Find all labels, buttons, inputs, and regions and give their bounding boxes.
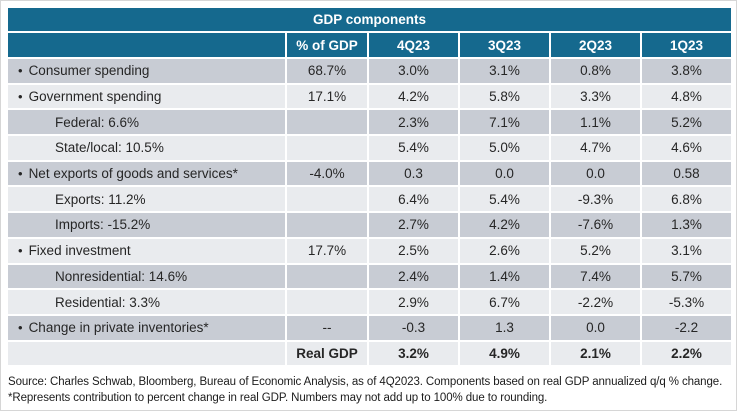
quarter-value-cell: 0.3 [369, 161, 458, 186]
quarter-value-cell: 3.1% [460, 59, 549, 83]
pct-of-gdp-cell [287, 187, 367, 212]
pct-of-gdp-cell: 17.1% [287, 84, 367, 109]
quarter-value-cell: -0.3 [369, 315, 458, 340]
quarter-value-cell: 5.4% [460, 187, 549, 212]
quarter-value-cell: 4.2% [369, 84, 458, 109]
quarter-value-cell: 2.3% [369, 110, 458, 135]
quarter-value-cell: 3.0% [369, 59, 458, 83]
row-label: Consumer spending [28, 63, 150, 79]
row-label: Exports: 11.2% [55, 191, 146, 207]
quarter-value-cell: 2.6% [460, 238, 549, 263]
bullet-icon: • [18, 243, 23, 259]
quarter-value-cell: 3.1% [642, 238, 731, 263]
row-label-cell: State/local: 10.5% [8, 136, 285, 160]
column-header-blank [8, 33, 285, 57]
quarter-value-cell: 2.4% [369, 264, 458, 289]
row-label-cell [8, 341, 285, 366]
quarter-value-cell: -2.2% [551, 290, 640, 314]
quarter-value-cell: 6.8% [642, 187, 731, 212]
quarter-value-cell: 5.8% [460, 84, 549, 109]
pct-of-gdp-cell [287, 290, 367, 314]
quarter-value-cell: 4.8% [642, 84, 731, 109]
quarter-value-cell: 2.1% [551, 341, 640, 366]
quarter-value-cell: 5.4% [369, 136, 458, 160]
quarter-value-cell: 4.6% [642, 136, 731, 160]
row-label: Net exports of goods and services* [28, 166, 238, 182]
quarter-value-cell: 2.7% [369, 213, 458, 237]
column-header: 4Q23 [369, 33, 458, 57]
row-label-cell: • Fixed investment [8, 238, 285, 263]
row-label-cell: Federal: 6.6% [8, 110, 285, 135]
quarter-value-cell: 2.2% [642, 341, 731, 366]
pct-of-gdp-cell [287, 110, 367, 135]
row-label: Imports: -15.2% [55, 217, 151, 233]
row-label-cell: • Net exports of goods and services* [8, 161, 285, 186]
column-header: 2Q23 [551, 33, 640, 57]
quarter-value-cell: -9.3% [551, 187, 640, 212]
pct-of-gdp-cell [287, 264, 367, 289]
pct-of-gdp-cell: 17.7% [287, 238, 367, 263]
quarter-value-cell: 6.7% [460, 290, 549, 314]
quarter-value-cell: 0.0 [551, 315, 640, 340]
source-note: Source: Charles Schwab, Bloomberg, Burea… [8, 376, 723, 404]
row-label-cell: • Change in private inventories* [8, 315, 285, 340]
quarter-value-cell: 5.2% [642, 110, 731, 135]
quarter-value-cell: 2.9% [369, 290, 458, 314]
column-header: % of GDP [287, 33, 367, 57]
quarter-value-cell: 1.3% [642, 213, 731, 237]
quarter-value-cell: 1.4% [460, 264, 549, 289]
pct-of-gdp-cell [287, 213, 367, 237]
row-label-cell: Residential: 3.3% [8, 290, 285, 314]
row-label: Nonresidential: 14.6% [55, 268, 188, 284]
table-title: GDP components [8, 8, 731, 31]
column-header: 3Q23 [460, 33, 549, 57]
quarter-value-cell: 0.0 [551, 161, 640, 186]
row-label-cell: • Government spending [8, 84, 285, 109]
pct-of-gdp-cell: Real GDP [287, 341, 367, 366]
quarter-value-cell: 0.8% [551, 59, 640, 83]
row-label: Government spending [28, 89, 162, 105]
quarter-value-cell: 5.7% [642, 264, 731, 289]
bullet-icon: • [18, 63, 23, 79]
quarter-value-cell: 3.3% [551, 84, 640, 109]
quarter-value-cell: 3.2% [369, 341, 458, 366]
row-label: Fixed investment [28, 243, 131, 259]
pct-of-gdp-cell: -4.0% [287, 161, 367, 186]
quarter-value-cell: 3.8% [642, 59, 731, 83]
quarter-value-cell: 4.2% [460, 213, 549, 237]
row-label-cell: • Consumer spending [8, 59, 285, 83]
bullet-icon: • [18, 89, 23, 105]
quarter-value-cell: 7.4% [551, 264, 640, 289]
quarter-value-cell: 4.7% [551, 136, 640, 160]
row-label: Federal: 6.6% [55, 114, 140, 130]
row-label-cell: Nonresidential: 14.6% [8, 264, 285, 289]
quarter-value-cell: 0.58 [642, 161, 731, 186]
row-label: State/local: 10.5% [55, 140, 164, 156]
gdp-components-table: GDP components % of GDP 4Q23 3Q23 2Q23 1Q23 •… [8, 8, 731, 366]
quarter-value-cell: -5.3% [642, 290, 731, 314]
quarter-value-cell: 4.9% [460, 341, 549, 366]
pct-of-gdp-cell: 68.7% [287, 59, 367, 83]
quarter-value-cell: 7.1% [460, 110, 549, 135]
pct-of-gdp-cell: -- [287, 315, 367, 340]
quarter-value-cell: 1.1% [551, 110, 640, 135]
quarter-value-cell: 0.0 [460, 161, 549, 186]
row-label: Change in private inventories* [28, 320, 209, 336]
bullet-icon: • [18, 166, 23, 182]
quarter-value-cell: 1.3 [460, 315, 549, 340]
pct-of-gdp-cell [287, 136, 367, 160]
row-label-cell: Imports: -15.2% [8, 213, 285, 237]
column-header: 1Q23 [642, 33, 731, 57]
table-grid: % of GDP 4Q23 3Q23 2Q23 1Q23 • Consumer spendi… [8, 33, 731, 366]
quarter-value-cell: 5.0% [460, 136, 549, 160]
quarter-value-cell: -2.2 [642, 315, 731, 340]
quarter-value-cell: 5.2% [551, 238, 640, 263]
row-label-cell: Exports: 11.2% [8, 187, 285, 212]
quarter-value-cell: 6.4% [369, 187, 458, 212]
row-label: Residential: 3.3% [55, 294, 161, 310]
quarter-value-cell: 2.5% [369, 238, 458, 263]
bullet-icon: • [18, 320, 23, 336]
quarter-value-cell: -7.6% [551, 213, 640, 237]
